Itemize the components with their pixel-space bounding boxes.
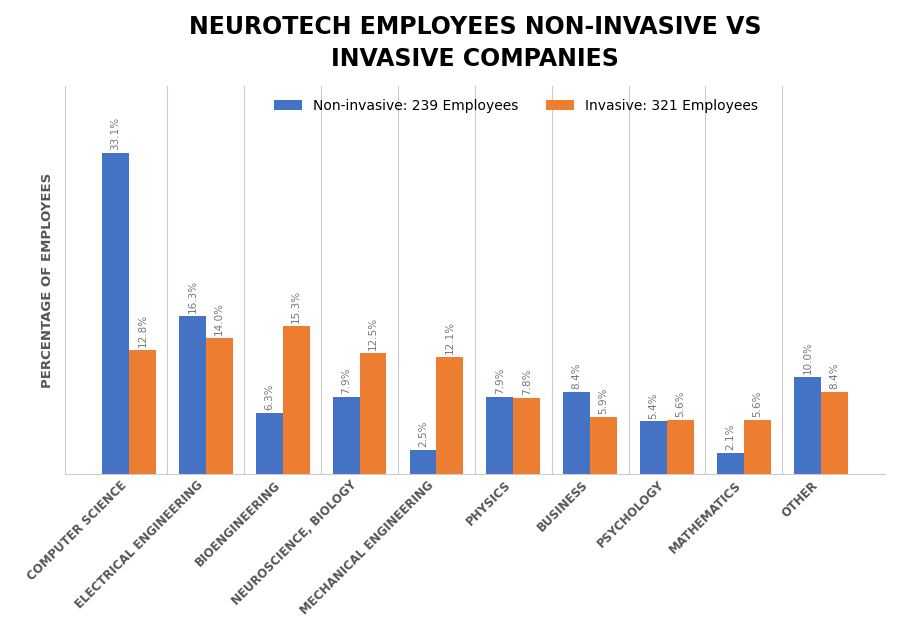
Bar <box>283 325 310 474</box>
Text: 7.9%: 7.9% <box>495 368 505 394</box>
Bar <box>129 349 156 474</box>
Y-axis label: PERCENTAGE OF EMPLOYEES: PERCENTAGE OF EMPLOYEES <box>40 173 54 387</box>
Text: 16.3%: 16.3% <box>187 280 197 313</box>
Bar <box>359 353 386 474</box>
Text: 7.9%: 7.9% <box>341 368 351 394</box>
Bar <box>640 422 667 474</box>
Bar <box>256 413 283 474</box>
Text: 5.9%: 5.9% <box>598 387 608 414</box>
Bar <box>206 338 233 474</box>
Bar <box>486 398 513 474</box>
Bar <box>794 377 821 474</box>
Text: 2.5%: 2.5% <box>418 420 428 447</box>
Text: 12.8%: 12.8% <box>138 313 148 347</box>
Text: 8.4%: 8.4% <box>829 363 840 389</box>
Legend: Non-invasive: 239 Employees, Invasive: 321 Employees: Non-invasive: 239 Employees, Invasive: 3… <box>268 94 763 118</box>
Bar <box>102 153 129 474</box>
Text: 2.1%: 2.1% <box>725 424 735 451</box>
Text: 5.6%: 5.6% <box>752 390 762 416</box>
Title: NEUROTECH EMPLOYEES NON-INVASIVE VS
INVASIVE COMPANIES: NEUROTECH EMPLOYEES NON-INVASIVE VS INVA… <box>189 15 761 71</box>
Bar <box>513 398 540 474</box>
Text: 5.4%: 5.4% <box>649 392 659 418</box>
Text: 10.0%: 10.0% <box>803 341 813 374</box>
Text: 5.6%: 5.6% <box>676 390 686 416</box>
Text: 12.1%: 12.1% <box>445 320 455 354</box>
Text: 15.3%: 15.3% <box>291 289 302 323</box>
Text: 8.4%: 8.4% <box>572 363 581 389</box>
Bar <box>717 453 744 474</box>
Bar <box>667 420 694 474</box>
Text: 7.8%: 7.8% <box>522 369 532 395</box>
Bar <box>179 316 206 474</box>
Text: 6.3%: 6.3% <box>265 384 274 410</box>
Text: 14.0%: 14.0% <box>214 302 224 335</box>
Bar <box>333 398 359 474</box>
Bar <box>744 420 770 474</box>
Bar <box>410 449 436 474</box>
Text: 12.5%: 12.5% <box>368 317 378 349</box>
Bar <box>563 392 590 474</box>
Text: 33.1%: 33.1% <box>111 117 121 150</box>
Bar <box>436 356 464 474</box>
Bar <box>590 416 617 474</box>
Bar <box>821 392 848 474</box>
